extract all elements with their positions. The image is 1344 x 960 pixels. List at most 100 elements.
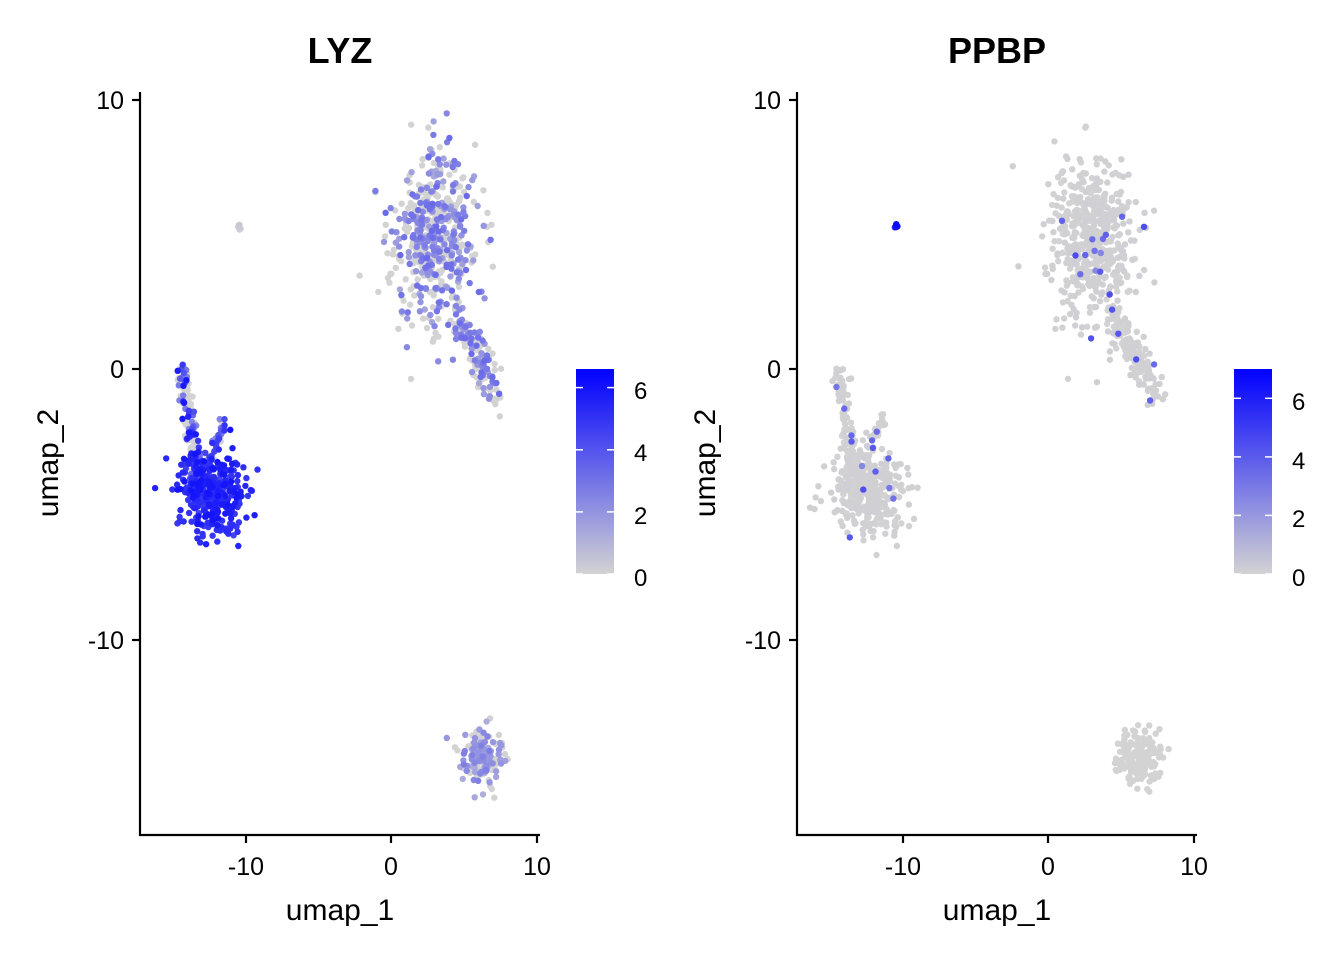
colorbar-tick-label: 2 <box>634 503 647 530</box>
colorbar-ticks <box>576 386 614 575</box>
data-point <box>1125 336 1133 343</box>
data-point <box>847 456 855 463</box>
colorbar-tick-label: 2 <box>1292 506 1305 533</box>
data-point <box>1038 233 1046 240</box>
data-point <box>387 270 394 278</box>
data-point <box>1121 751 1129 758</box>
data-point <box>1137 769 1145 776</box>
data-point <box>866 493 873 501</box>
data-point <box>387 204 394 212</box>
data-point <box>215 488 222 495</box>
data-point <box>418 162 426 169</box>
data-point <box>451 157 458 165</box>
data-point <box>436 256 443 263</box>
data-point <box>198 477 205 484</box>
data-point <box>1091 218 1098 225</box>
data-point <box>423 324 431 332</box>
data-point <box>462 266 470 274</box>
data-point <box>372 187 379 195</box>
data-point <box>1090 295 1097 302</box>
data-point <box>1115 330 1122 337</box>
data-point <box>1093 155 1100 162</box>
data-point <box>1114 297 1121 304</box>
data-point <box>1141 209 1148 216</box>
data-point <box>1066 265 1074 272</box>
data-point <box>437 213 445 221</box>
data-point <box>847 419 855 426</box>
data-point <box>1118 156 1125 163</box>
data-point <box>479 337 486 344</box>
data-point <box>1050 191 1057 198</box>
data-point <box>893 221 900 228</box>
data-point <box>185 413 192 420</box>
data-point <box>1134 738 1141 745</box>
data-point <box>1055 212 1063 219</box>
data-point <box>1138 747 1145 755</box>
data-point <box>436 248 443 255</box>
data-point <box>189 393 196 400</box>
data-point <box>895 474 903 481</box>
data-point <box>418 221 426 228</box>
data-point <box>417 226 424 234</box>
data-point <box>1125 775 1132 782</box>
data-point <box>857 473 864 480</box>
data-point <box>460 750 468 757</box>
axis-lines <box>138 92 540 837</box>
data-point <box>1089 278 1096 286</box>
data-point <box>443 263 450 271</box>
data-point <box>434 171 441 178</box>
panel-title: PPBP <box>948 30 1046 71</box>
data-point <box>1111 340 1118 348</box>
data-point <box>483 365 491 372</box>
data-point <box>227 466 235 473</box>
data-point <box>1148 748 1155 755</box>
data-point <box>395 325 402 333</box>
colorbar-ticks <box>1234 397 1272 575</box>
data-point <box>444 284 451 291</box>
data-point <box>1087 268 1094 276</box>
data-point <box>222 510 229 517</box>
data-point <box>407 199 414 207</box>
data-point <box>480 384 487 392</box>
data-point <box>886 449 893 457</box>
data-point <box>184 435 191 442</box>
data-point <box>396 215 403 223</box>
data-point <box>833 370 840 377</box>
data-point <box>195 513 202 520</box>
y-axis-label: umap_2 <box>32 409 65 517</box>
data-point <box>492 773 500 780</box>
data-point <box>1146 350 1153 357</box>
data-point <box>1040 221 1047 228</box>
data-point <box>487 236 494 243</box>
data-point <box>1102 231 1110 238</box>
data-point <box>1131 752 1139 759</box>
data-point <box>865 474 872 481</box>
data-point <box>244 492 252 500</box>
data-point <box>843 414 850 422</box>
data-point <box>1115 308 1122 316</box>
data-point <box>1165 745 1172 753</box>
data-point <box>497 365 505 372</box>
data-point <box>1102 273 1109 280</box>
data-point <box>468 350 475 357</box>
data-point <box>845 375 853 383</box>
data-point <box>194 437 202 444</box>
data-point <box>1118 203 1126 210</box>
data-point <box>1140 333 1147 340</box>
data-point <box>175 382 182 389</box>
data-point <box>486 779 493 786</box>
data-point <box>190 408 198 415</box>
data-point <box>236 221 243 229</box>
data-point <box>447 273 454 280</box>
data-point <box>1063 216 1071 223</box>
data-point <box>470 257 477 264</box>
data-point <box>474 777 482 784</box>
data-point <box>1124 273 1131 281</box>
data-point <box>1130 344 1138 351</box>
data-point <box>460 174 467 181</box>
data-point <box>495 390 503 397</box>
data-point <box>872 468 879 475</box>
data-point <box>1125 320 1132 327</box>
data-point <box>433 183 440 190</box>
data-point <box>476 328 483 335</box>
